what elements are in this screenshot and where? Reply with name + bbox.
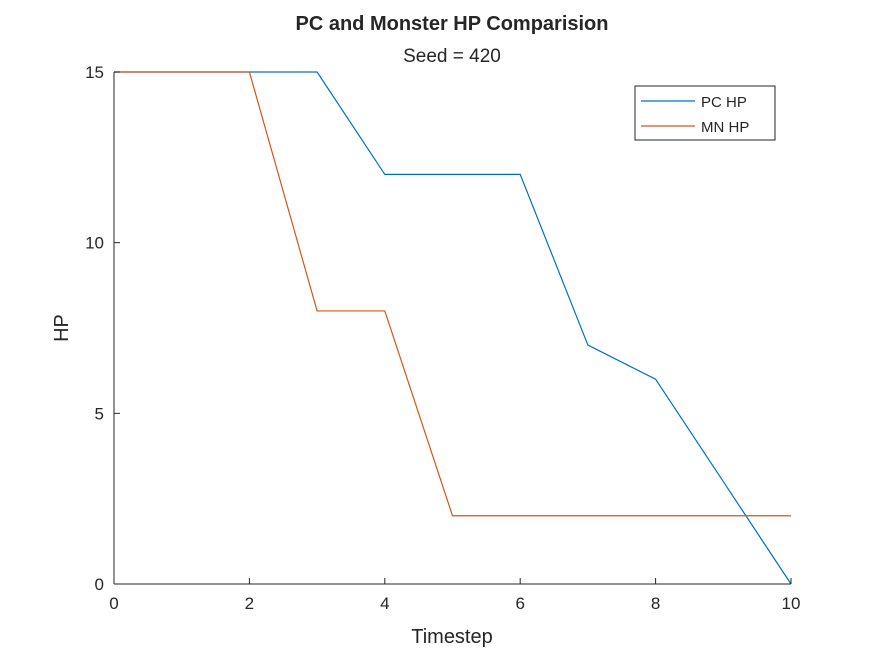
plot-area	[114, 72, 791, 584]
x-tick-label: 0	[109, 594, 118, 613]
y-tick-label: 0	[95, 575, 104, 594]
series-layer	[114, 71, 792, 585]
chart-subtitle: Seed = 420	[403, 46, 501, 67]
y-tick-label: 15	[85, 63, 104, 82]
x-tick-label: 4	[380, 594, 389, 613]
y-tick-label: 5	[95, 404, 104, 423]
legend: PC HP MN HP	[634, 85, 776, 141]
y-axis-label: HP	[51, 314, 73, 342]
series-line-2	[114, 71, 791, 517]
x-tick-label: 6	[515, 594, 524, 613]
x-tick-label: 10	[782, 594, 801, 613]
legend-label: MN HP	[701, 119, 749, 136]
legend-label: PC HP	[701, 94, 747, 111]
x-axis-label: Timestep	[411, 626, 493, 648]
y-tick-label: 10	[85, 234, 104, 253]
x-tick-label: 2	[245, 594, 254, 613]
legend-box	[634, 85, 776, 141]
chart-title: PC and Monster HP Comparision	[295, 13, 608, 35]
x-tick-label: 8	[651, 594, 660, 613]
axes-layer: 0 2 4 6 8 10 0 5 10 15	[85, 63, 800, 613]
